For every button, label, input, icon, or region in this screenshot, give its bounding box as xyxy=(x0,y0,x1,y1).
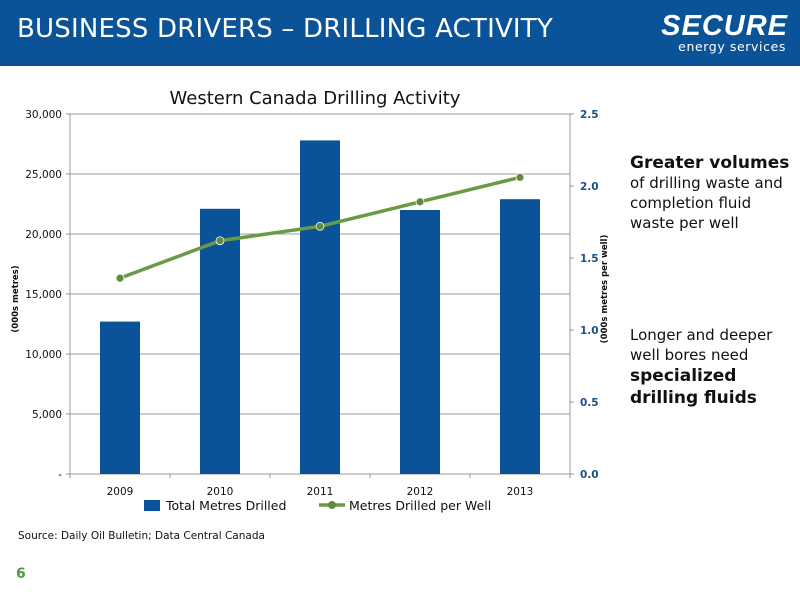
slide-title: BUSINESS DRIVERS – DRILLING ACTIVITY xyxy=(17,14,553,44)
bar-2012 xyxy=(400,210,440,474)
y-tick-label: 25,000 xyxy=(25,169,62,181)
y2-tick-label: 0.0 xyxy=(580,469,599,481)
header-bar: BUSINESS DRIVERS – DRILLING ACTIVITY SEC… xyxy=(0,0,800,66)
y-tick-label: 30,000 xyxy=(25,109,62,121)
note1-rest: of drilling waste and completion fluid w… xyxy=(630,174,783,232)
note-drilling-waste: Greater volumes of drilling waste and co… xyxy=(630,153,796,233)
y2-tick-label: 1.5 xyxy=(580,253,599,265)
legend-label-bars: Total Metres Drilled xyxy=(165,498,286,513)
line-point-2009 xyxy=(115,273,125,283)
x-tick-label: 2011 xyxy=(307,486,334,498)
chart-container: Western Canada Drilling Activity - 5,000 10… xyxy=(0,80,620,525)
logo-sub-text: energy services xyxy=(678,39,786,54)
y2-tick-label: 0.5 xyxy=(580,397,599,409)
y-axis-label: (000s metres) xyxy=(11,265,21,332)
bar-2011 xyxy=(300,140,340,474)
line-point-2010 xyxy=(215,236,225,246)
legend-swatch-bars xyxy=(144,500,160,511)
y2-tick-label: 2.0 xyxy=(580,181,599,193)
x-tick-label: 2012 xyxy=(407,486,434,498)
bar-2013 xyxy=(500,199,540,474)
legend-label-line: Metres Drilled per Well xyxy=(349,498,491,513)
note-drilling-fluids: Longer and deeper well bores need specia… xyxy=(630,325,796,409)
line-point-2012 xyxy=(415,197,425,207)
page-number: 6 xyxy=(16,566,26,582)
y-tick-label: - xyxy=(58,469,62,481)
secure-logo: SECURE energy services xyxy=(618,10,788,54)
legend-marker-line xyxy=(328,501,336,509)
note1-strong: Greater volumes xyxy=(630,153,790,173)
bar-2010 xyxy=(200,208,240,475)
logo-main-text: SECURE xyxy=(661,10,788,42)
x-tick-label: 2010 xyxy=(207,486,234,498)
x-tick-label: 2009 xyxy=(107,486,134,498)
line-point-2011 xyxy=(315,221,325,231)
y-tick-label: 20,000 xyxy=(25,229,62,241)
y2-tick-label: 2.5 xyxy=(580,109,599,121)
drilling-activity-chart: Western Canada Drilling Activity - 5,000 10… xyxy=(11,88,610,513)
note2-plain: Longer and deeper well bores need xyxy=(630,326,773,364)
y2-tick-label: 1.0 xyxy=(580,325,599,337)
y-tick-label: 15,000 xyxy=(25,289,62,301)
source-citation: Source: Daily Oil Bulletin; Data Central… xyxy=(18,530,265,542)
line-point-2013 xyxy=(515,172,525,182)
note2-strong: specialized drilling fluids xyxy=(630,366,757,408)
y2-axis-label: (000s metres per well) xyxy=(600,235,610,344)
x-tick-label: 2013 xyxy=(507,486,534,498)
chart-title: Western Canada Drilling Activity xyxy=(170,88,461,109)
y-tick-label: 10,000 xyxy=(25,349,62,361)
y-tick-label: 5,000 xyxy=(32,409,62,421)
bar-2009 xyxy=(100,321,140,474)
